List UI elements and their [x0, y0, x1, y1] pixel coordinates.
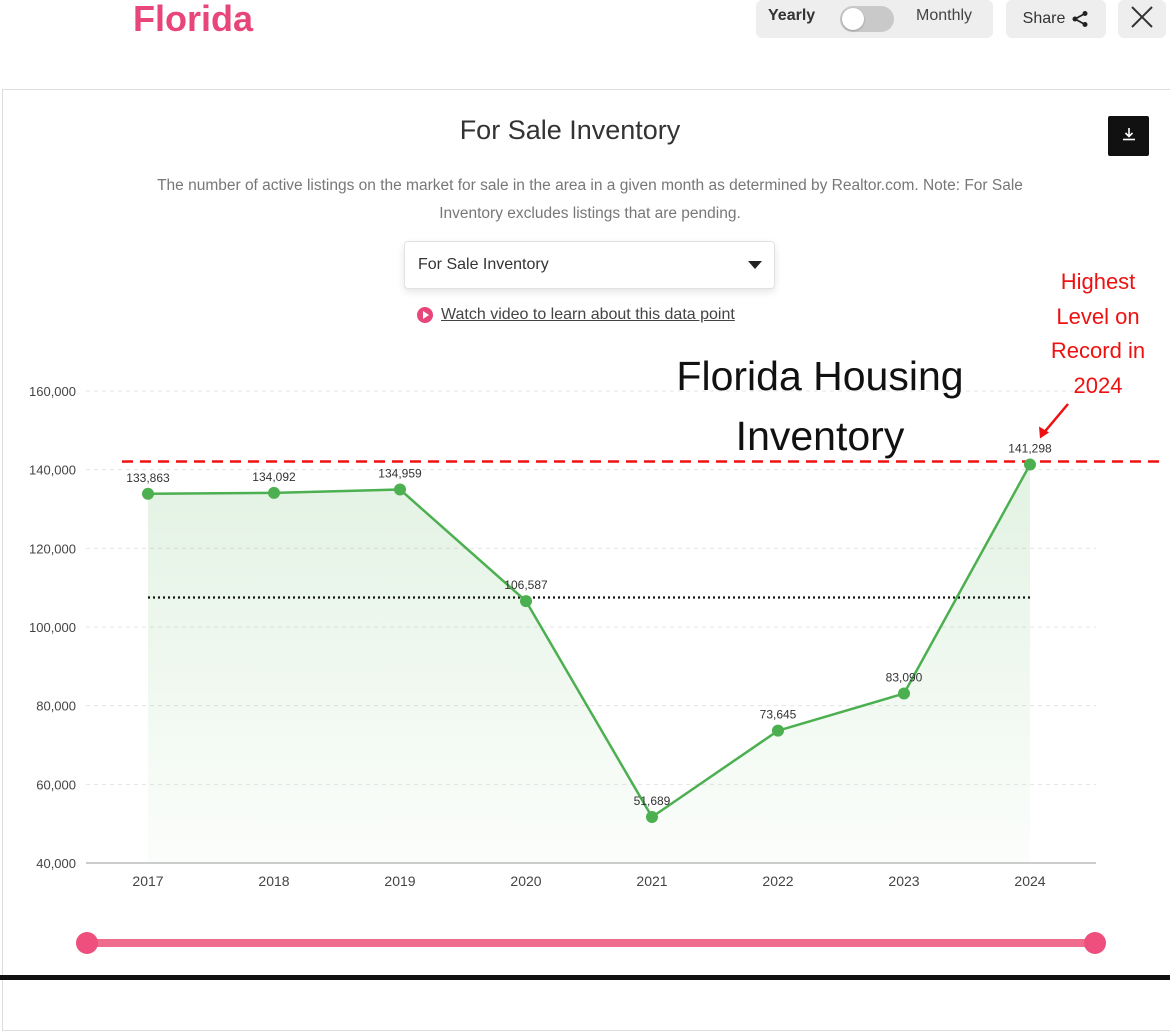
- period-toggle[interactable]: Yearly Monthly: [756, 0, 993, 38]
- slider-handle-start[interactable]: [76, 932, 98, 954]
- bottom-border: [0, 975, 1170, 980]
- download-icon: [1120, 125, 1138, 148]
- data-label: 141,298: [1008, 442, 1052, 456]
- data-point: [898, 687, 910, 700]
- x-tick-label: 2019: [384, 873, 415, 889]
- data-label: 134,092: [252, 470, 296, 484]
- data-point: [394, 483, 406, 496]
- video-link-text[interactable]: Watch video to learn about this data poi…: [441, 306, 735, 323]
- data-label: 51,689: [634, 794, 671, 808]
- record-annotation: Highest Level on Record in 2024: [1050, 269, 1146, 398]
- toggle-switch[interactable]: [840, 6, 894, 32]
- range-slider[interactable]: [76, 932, 1106, 954]
- x-tick-label: 2017: [132, 873, 163, 889]
- toggle-monthly-label[interactable]: Monthly: [916, 7, 973, 24]
- y-tick-label: 100,000: [29, 620, 76, 635]
- x-tick-label: 2022: [762, 873, 793, 889]
- slider-handle-end[interactable]: [1084, 932, 1106, 954]
- data-point: [646, 811, 658, 824]
- data-point: [142, 487, 154, 500]
- play-icon: [417, 307, 433, 323]
- state-title: Florida: [133, 0, 254, 39]
- toggle-yearly-label[interactable]: Yearly: [768, 7, 816, 24]
- y-tick-label: 40,000: [36, 856, 76, 871]
- download-button[interactable]: [1108, 116, 1149, 156]
- data-label: 83,090: [886, 671, 923, 685]
- arrow-head: [1039, 426, 1049, 439]
- data-point: [772, 724, 784, 737]
- close-button[interactable]: [1118, 0, 1166, 38]
- share-button[interactable]: Share: [1006, 0, 1106, 38]
- x-tick-label: 2023: [888, 873, 919, 889]
- x-tick-label: 2020: [510, 873, 541, 889]
- chart-description: The number of active listings on the mar…: [157, 177, 1023, 222]
- close-icon: [1130, 5, 1154, 34]
- series-line: [147, 463, 1032, 819]
- chart-title: For Sale Inventory: [459, 115, 681, 145]
- data-label: 106,587: [504, 578, 548, 592]
- y-tick-label: 80,000: [36, 699, 76, 714]
- metric-select-value: For Sale Inventory: [418, 256, 549, 273]
- data-label: 134,959: [378, 466, 422, 480]
- data-point: [268, 486, 280, 499]
- series-area: [148, 464, 1030, 863]
- data-label: 73,645: [760, 708, 797, 722]
- arrow-shaft: [1043, 403, 1069, 434]
- overlay-title: Florida Housing Inventory: [676, 353, 964, 459]
- toggle-knob[interactable]: [842, 8, 864, 30]
- y-tick-label: 140,000: [29, 463, 76, 478]
- y-tick-label: 60,000: [36, 777, 76, 792]
- data-point: [1024, 458, 1036, 471]
- line-chart: 133,863 134,092 134,959 106,587 51,689 73,645…: [29, 384, 1166, 889]
- video-link[interactable]: Watch video to learn about this data poi…: [417, 306, 735, 324]
- chevron-down-icon: [748, 261, 762, 269]
- metric-select[interactable]: For Sale Inventory: [404, 241, 775, 289]
- x-tick-label: 2018: [258, 873, 289, 889]
- y-tick-label: 120,000: [29, 541, 76, 556]
- x-tick-label: 2024: [1014, 873, 1045, 889]
- y-tick-label: 160,000: [29, 384, 76, 399]
- data-point: [520, 595, 532, 608]
- share-label: Share: [1022, 10, 1066, 27]
- share-icon: [1071, 10, 1089, 28]
- data-label: 133,863: [126, 471, 170, 485]
- x-tick-label: 2021: [636, 873, 667, 889]
- slider-track[interactable]: [86, 939, 1096, 947]
